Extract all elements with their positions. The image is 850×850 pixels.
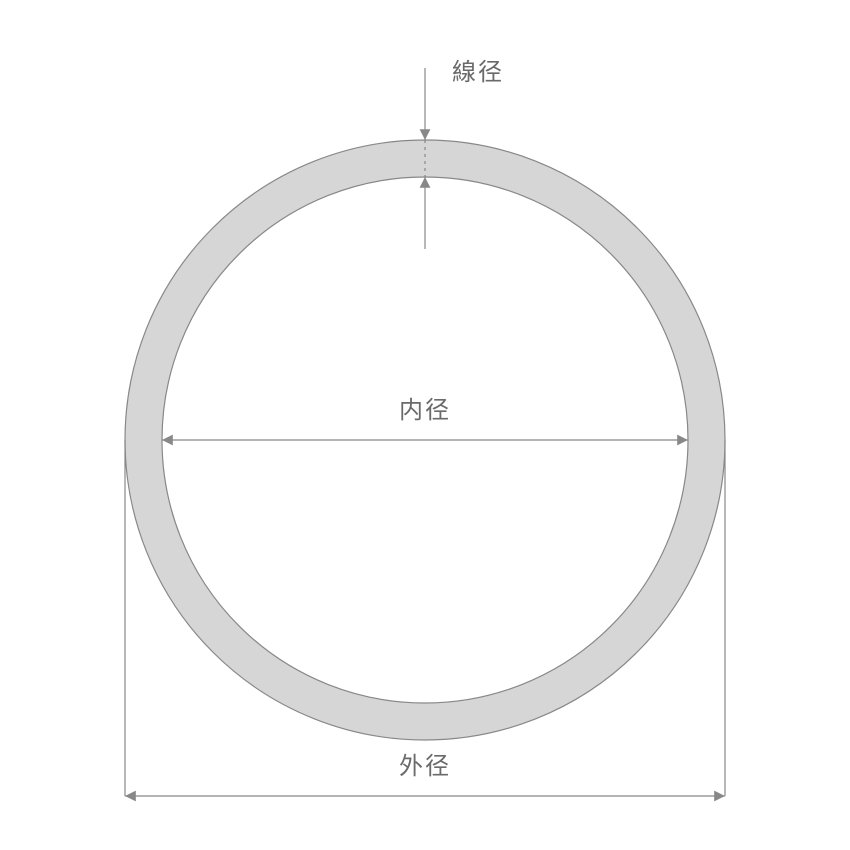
outer-diameter-label: 外径 xyxy=(399,753,451,780)
ring-diagram: 線径内径外径 xyxy=(0,0,850,850)
wire-diameter-label: 線径 xyxy=(452,59,504,86)
inner-diameter-label: 内径 xyxy=(399,397,451,424)
